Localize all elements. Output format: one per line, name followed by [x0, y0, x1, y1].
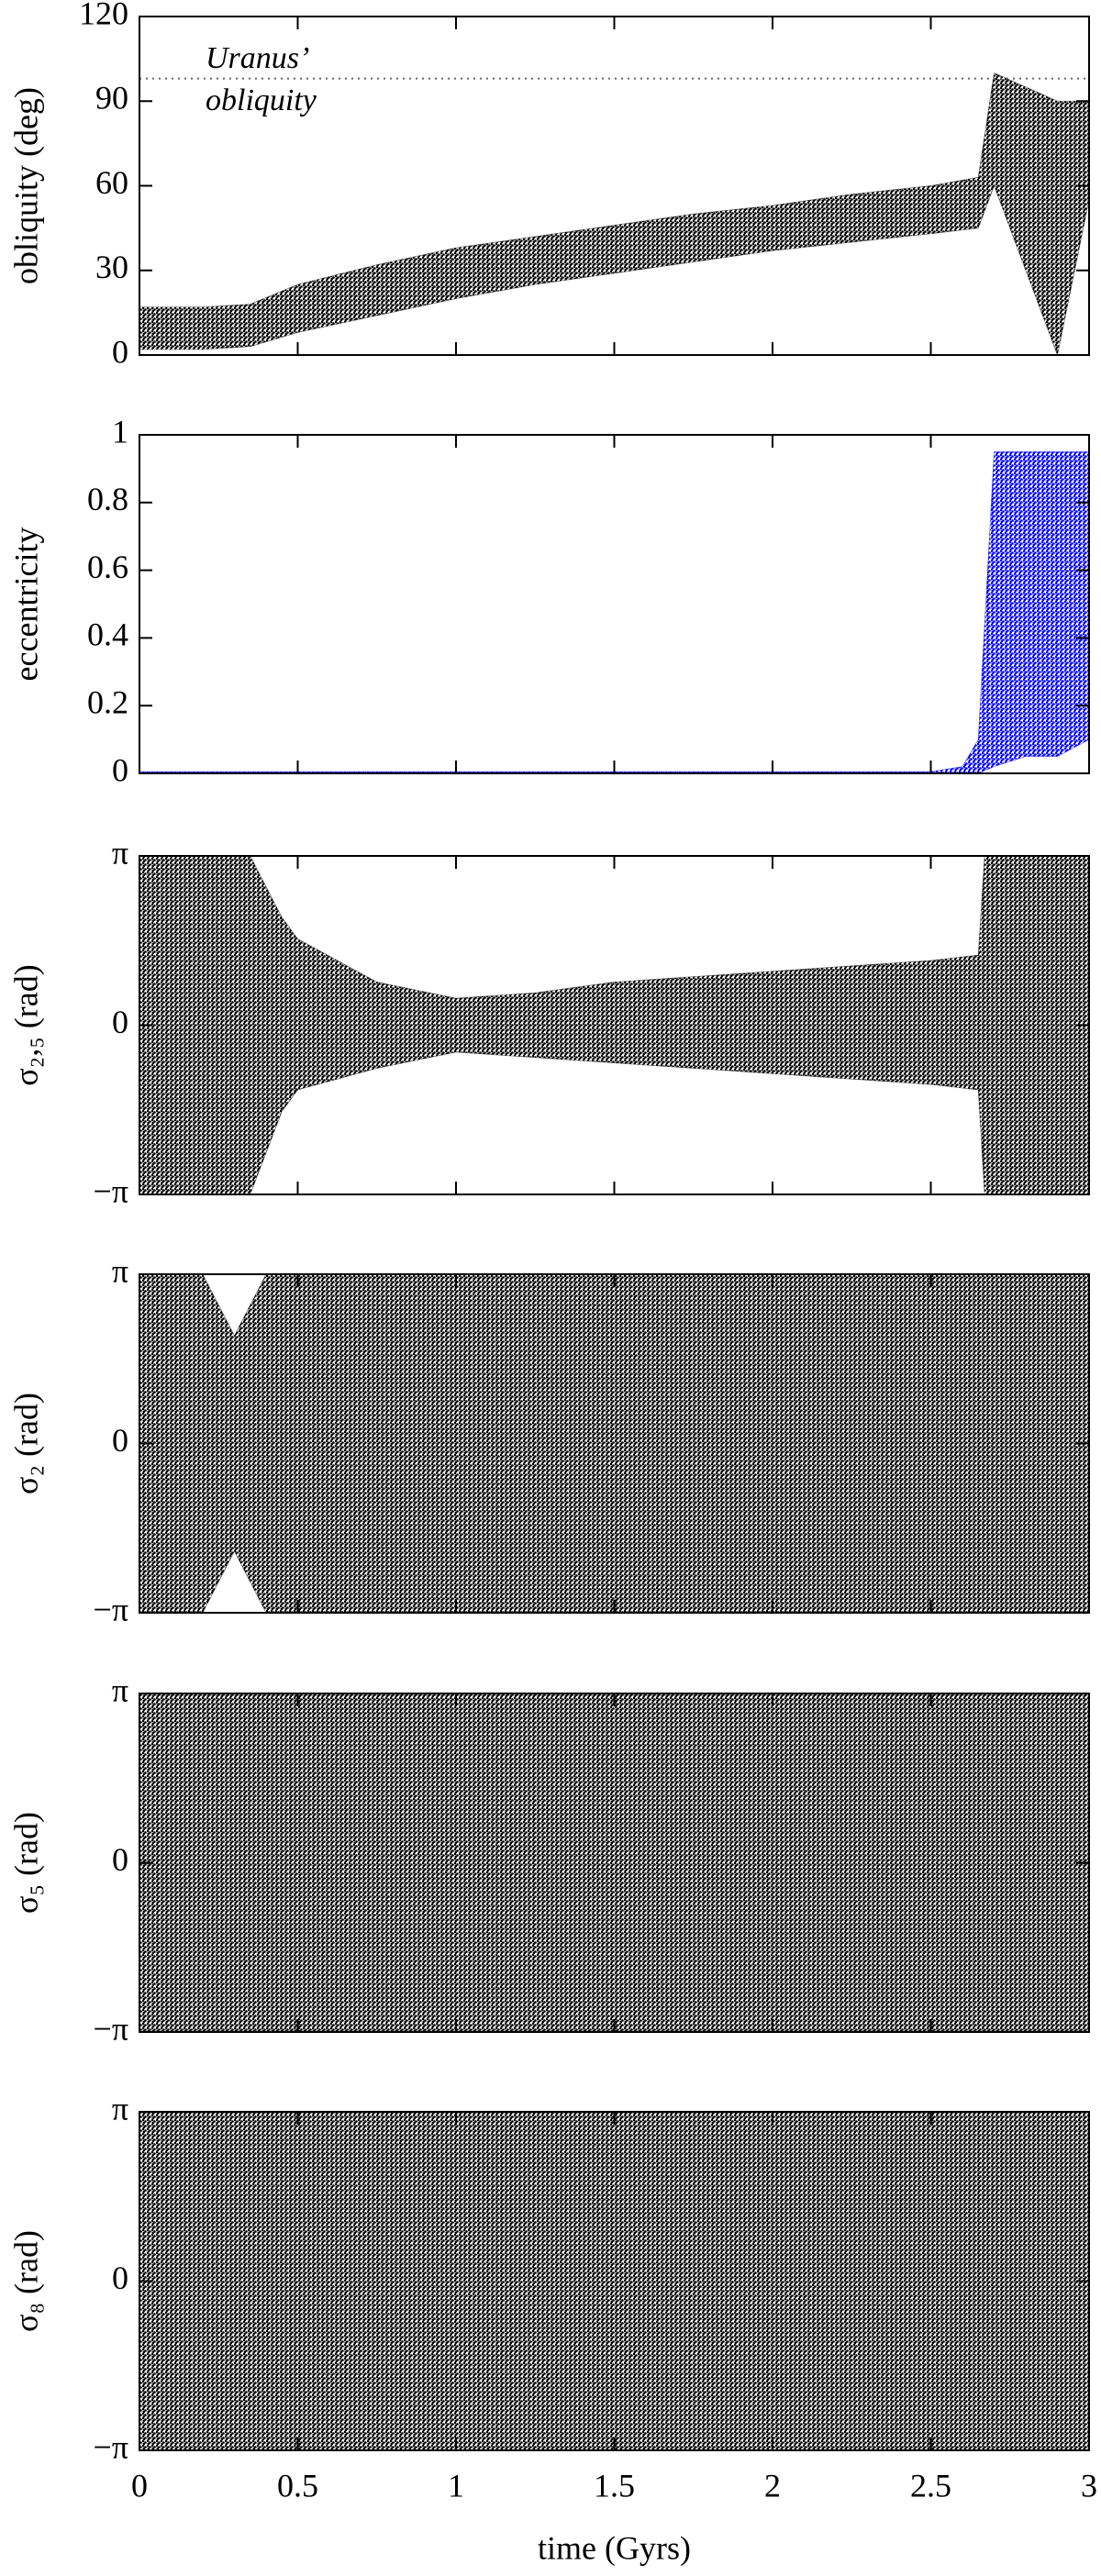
y-tick-label: 0	[112, 1422, 128, 1459]
y-tick-label: 0	[112, 1004, 128, 1040]
annotation: obliquity	[206, 83, 317, 117]
x-tick-label: 2	[764, 2467, 781, 2504]
scatter-band	[139, 2111, 1090, 2451]
y-tick-label: 0.4	[87, 616, 128, 653]
y-tick-label: 0.8	[87, 481, 128, 517]
y-tick-label: −π	[94, 1591, 128, 1627]
y-tick-label: −π	[94, 1172, 128, 1209]
scatter-band	[139, 451, 1090, 774]
x-axis-label: time (Gyrs)	[538, 2529, 691, 2566]
y-tick-label: 0.2	[87, 683, 128, 720]
scatter-band	[139, 855, 1090, 1195]
y-tick-label: 60	[95, 164, 128, 201]
y-tick-label: π	[112, 2090, 128, 2126]
y-tick-label: −π	[94, 2010, 128, 2047]
y-axis-label: σ₂,₅ (rad)	[7, 964, 44, 1085]
y-tick-label: 1	[112, 413, 128, 450]
y-tick-label: 0	[112, 1841, 128, 1878]
plot-frame	[139, 434, 1090, 774]
x-tick-label: 2.5	[910, 2467, 951, 2504]
y-axis-label: σ₅ (rad)	[7, 1812, 44, 1914]
y-tick-label: 90	[95, 80, 128, 117]
x-tick-label: 0	[131, 2467, 148, 2504]
y-axis-label: σ₈ (rad)	[7, 2230, 44, 2332]
x-tick-label: 0.5	[277, 2467, 318, 2504]
x-tick-label: 1	[448, 2467, 464, 2504]
y-tick-label: 0	[112, 2260, 128, 2296]
y-tick-label: 30	[95, 249, 128, 285]
y-tick-label: 0.6	[87, 549, 128, 585]
x-tick-label: 1.5	[594, 2467, 635, 2504]
y-axis-label: eccentricity	[7, 527, 44, 682]
x-tick-label: 3	[1081, 2467, 1097, 2504]
annotation: Uranus’	[206, 41, 309, 75]
scatter-band	[139, 1693, 1090, 2033]
y-axis-label: σ₂ (rad)	[7, 1393, 44, 1494]
y-tick-label: π	[112, 1671, 128, 1708]
y-tick-label: 120	[79, 0, 128, 31]
scatter-band	[139, 1273, 1090, 1614]
y-tick-label: π	[112, 1252, 128, 1289]
y-tick-label: 0	[112, 333, 128, 370]
y-axis-label: obliquity (deg)	[7, 87, 44, 284]
y-tick-label: 0	[112, 751, 128, 788]
y-tick-label: π	[112, 834, 128, 871]
y-tick-label: −π	[94, 2428, 128, 2465]
